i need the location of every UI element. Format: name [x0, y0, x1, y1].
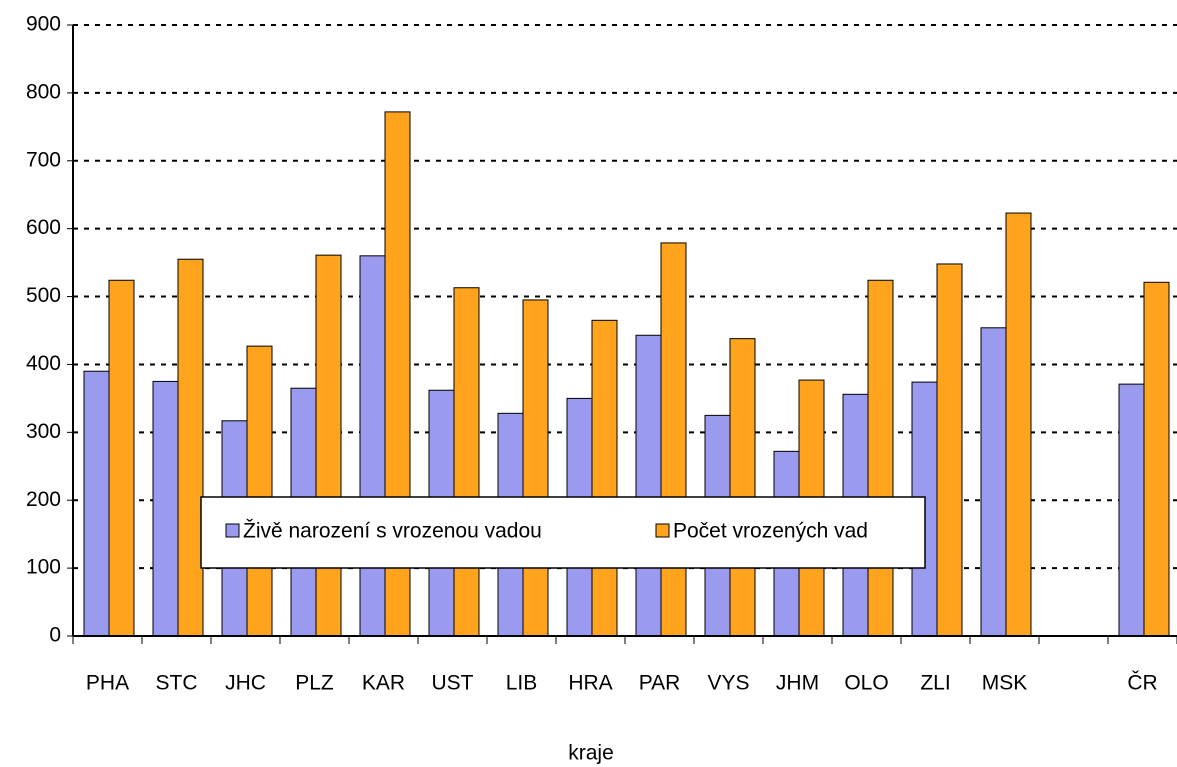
bar	[660, 242, 687, 637]
bar	[152, 380, 179, 637]
x-tick-label: PAR	[639, 672, 681, 695]
bar	[522, 299, 549, 637]
bar	[591, 319, 618, 637]
x-tick-label: VYS	[707, 672, 749, 695]
legend-swatch	[655, 523, 670, 538]
bar	[729, 338, 756, 637]
x-tick-label: ČR	[1127, 672, 1157, 695]
bar	[359, 255, 386, 637]
x-tick-label: PHA	[86, 672, 129, 695]
bar	[315, 254, 342, 637]
bar	[867, 279, 894, 637]
bar	[936, 263, 963, 637]
x-tick-label: KAR	[362, 672, 405, 695]
legend-swatch	[225, 523, 240, 538]
x-tick-label: OLO	[844, 672, 888, 695]
y-tick-label: 0	[49, 624, 61, 647]
bar	[108, 279, 135, 637]
bar	[1005, 212, 1032, 637]
y-tick-label: 400	[26, 352, 61, 375]
y-tick-label: 200	[26, 488, 61, 511]
legend-label: Živě narození s vrozenou vadou	[243, 520, 542, 543]
legend-label: Počet vrozených vad	[673, 520, 868, 543]
y-tick-label: 800	[26, 80, 61, 103]
y-tick-label: 600	[26, 216, 61, 239]
x-tick-label: JHM	[776, 672, 819, 695]
x-tick-label: HRA	[568, 672, 612, 695]
y-tick-label: 300	[26, 420, 61, 443]
x-tick-label: JHC	[225, 672, 266, 695]
bar	[1118, 383, 1145, 637]
y-tick-label: 500	[26, 284, 61, 307]
x-tick-label: PLZ	[295, 672, 334, 695]
legend: Živě narození s vrozenou vadou Počet vroz…	[200, 496, 926, 569]
bar	[453, 287, 480, 637]
x-tick-label: UST	[432, 672, 474, 695]
x-tick-label: LIB	[506, 672, 538, 695]
bar	[246, 345, 273, 637]
legend-box	[200, 496, 926, 569]
y-tick-label: 100	[26, 556, 61, 579]
bar	[83, 370, 110, 637]
x-axis-label: kraje	[568, 742, 614, 765]
bar	[1143, 281, 1170, 637]
bar	[635, 334, 662, 637]
x-tick-label: MSK	[982, 672, 1028, 695]
y-tick-label: 700	[26, 148, 61, 171]
y-tick-label: 900	[26, 13, 61, 36]
x-tick-label: ZLI	[920, 672, 950, 695]
bar	[980, 327, 1007, 637]
x-tick-label: STC	[156, 672, 198, 695]
bar	[177, 258, 204, 637]
